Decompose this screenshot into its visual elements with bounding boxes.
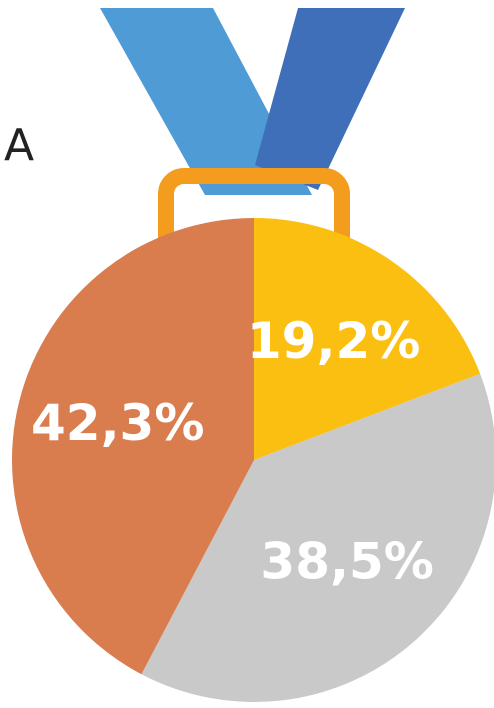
- annotation: A: [4, 120, 34, 171]
- value-label: 19,2%: [247, 312, 420, 370]
- ribbon-left: [100, 8, 312, 195]
- value-label: 38,5%: [260, 532, 433, 590]
- value-label: 42,3%: [31, 394, 204, 452]
- pie-slice: [254, 218, 481, 460]
- pie-slice: [12, 218, 255, 675]
- pie-slice: [141, 373, 494, 702]
- ribbon-right: [255, 8, 405, 190]
